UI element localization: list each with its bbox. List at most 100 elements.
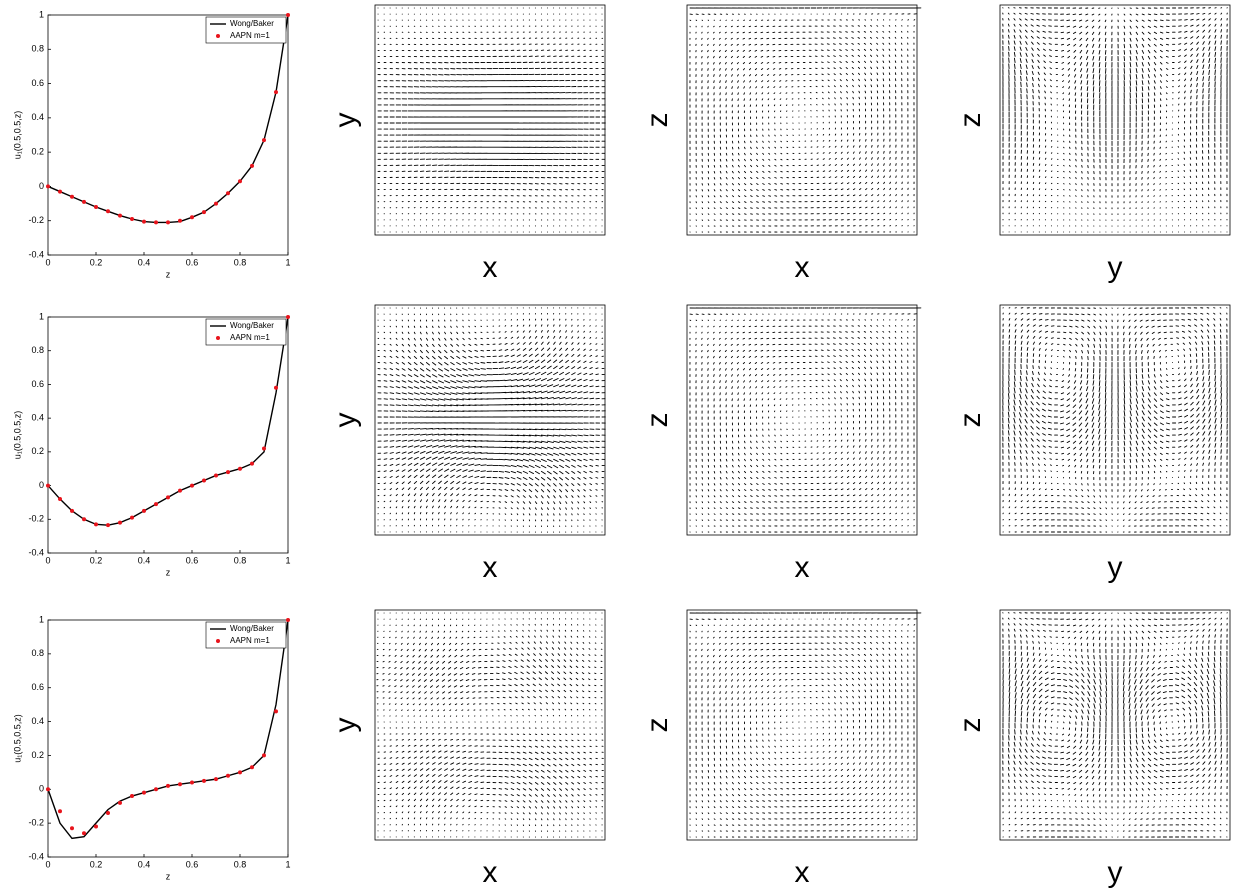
vector-field [1002,307,1228,533]
data-point [226,773,230,778]
y-tick-label: -0.4 [28,249,44,259]
x-tick-label: 0.6 [186,859,199,869]
x-tick-label: 0.2 [90,257,103,267]
x-axis-label: y [1108,251,1123,284]
data-point [46,483,50,488]
x-axis-label: y [1108,856,1123,888]
legend-label: AAPN m=1 [230,636,270,645]
data-point [154,220,158,225]
legend-swatch [216,639,220,643]
legend-label: Wong/Baker [230,321,274,330]
data-point [58,809,62,814]
y-tick-label: 0.4 [31,413,44,423]
y-tick-label: 1 [39,9,44,19]
plot-frame [47,316,289,554]
data-point [82,831,86,836]
series-line [47,316,289,526]
x-tick-label: 1 [285,555,290,565]
y-axis-label: u₁(0.5,0.5,z) [12,714,22,763]
data-point [250,163,254,168]
y-tick-label: -0.4 [28,851,44,861]
x-axis-label: x [483,551,498,584]
data-point [202,210,206,215]
data-point [46,787,50,792]
x-axis-label: x [795,251,810,284]
x-axis-label: y [1108,551,1123,584]
y-axis-label: y [329,113,362,128]
data-point [166,495,170,500]
data-point [238,179,242,184]
data-point [130,217,134,221]
data-point [118,520,122,525]
data-point [166,783,170,788]
x-tick-label: 0.2 [90,555,103,565]
data-point [190,215,194,220]
quiver-frame [999,304,1231,536]
data-point [106,209,110,214]
x-axis-label: z [166,269,171,279]
quiver-frame [374,609,606,841]
y-tick-label: -0.2 [28,514,44,524]
data-point [238,770,242,775]
x-axis-label: x [795,856,810,888]
y-tick-label: 0.8 [31,44,44,54]
y-tick-label: 0.2 [31,147,44,157]
x-axis-label: z [166,871,171,881]
legend-label: Wong/Baker [230,624,274,633]
legend-swatch [216,34,220,38]
y-axis-label: z [954,718,987,733]
y-tick-label: 0.2 [31,750,44,760]
data-point [46,184,50,189]
x-tick-label: 1 [285,859,290,869]
y-tick-label: 0.6 [31,379,44,389]
data-point [178,488,182,493]
data-point [286,618,290,622]
data-point [286,315,290,319]
y-axis-label: z [641,113,674,128]
data-point [154,502,158,507]
y-axis-label: u₁(0.5,0.5,z) [12,411,22,460]
quiver-frame [374,4,606,236]
y-tick-label: 0.6 [31,78,44,88]
x-axis-label: z [166,567,171,577]
x-axis-label: x [483,856,498,888]
x-axis-label: x [483,251,498,284]
plot-frame [47,14,289,256]
x-tick-label: 0.4 [138,257,151,267]
data-point [94,205,98,209]
quiver-frame [686,304,918,536]
data-point [190,780,194,785]
y-tick-label: 0.4 [31,716,44,726]
data-point [106,810,110,815]
vector-field [377,7,606,233]
quiver-frame [686,4,918,236]
data-point [130,794,134,799]
data-point [82,199,86,204]
y-tick-label: 0.8 [31,345,44,355]
legend-box [205,318,287,346]
data-point [130,515,134,520]
data-point [70,194,74,199]
quiver-frame [374,304,606,536]
vector-field [689,307,922,533]
y-axis-label: z [954,113,987,128]
data-point [58,189,62,194]
vector-field [377,307,606,533]
data-point [142,219,146,224]
vector-field [689,7,922,233]
data-point [178,782,182,787]
y-tick-label: 1 [39,311,44,321]
data-point [226,191,230,196]
data-point [286,13,290,17]
vector-field [689,612,922,838]
vector-field [1002,612,1228,838]
y-axis-label: u₁(0.5,0.5,z) [12,111,22,160]
data-point [94,824,98,829]
data-point [250,765,254,770]
data-point [106,523,110,528]
data-point [262,446,266,451]
x-tick-label: 0 [45,555,50,565]
x-tick-label: 0 [45,859,50,869]
data-point [154,787,158,792]
